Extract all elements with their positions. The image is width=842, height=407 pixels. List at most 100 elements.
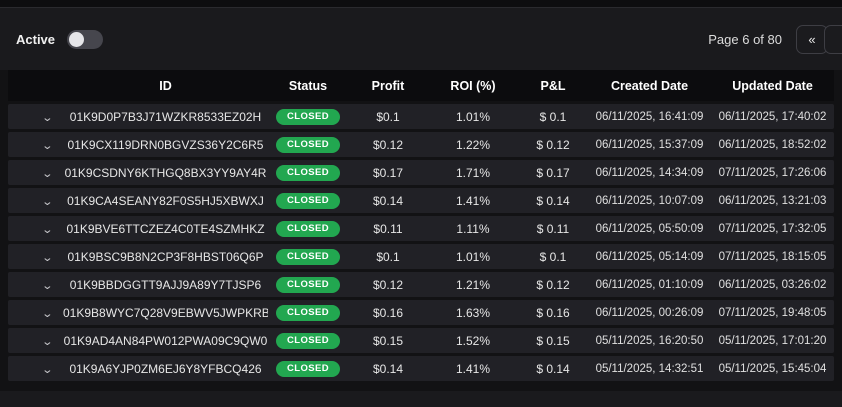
pagination-label: Page 6 of 80 [708, 31, 782, 47]
header-profit: Profit [371, 78, 405, 93]
status-badge: CLOSED [276, 221, 340, 237]
pnl-value: $ 0.11 [536, 221, 570, 236]
profit-value: $0.1 [376, 109, 400, 124]
trade-id: 01K9BBDGGTT9AJJ9A89Y7TJSP6 [69, 277, 262, 292]
updated-date: 05/11/2025, 15:45:04 [718, 362, 827, 375]
pnl-value: $ 0.12 [536, 277, 570, 292]
pnl-value: $ 0.15 [536, 333, 570, 348]
profit-value: $0.12 [372, 277, 404, 292]
created-date: 06/11/2025, 14:34:09 [595, 166, 704, 179]
active-filter: Active [16, 29, 104, 49]
created-date: 05/11/2025, 14:32:51 [595, 362, 704, 375]
active-toggle[interactable] [67, 29, 104, 49]
chevron-down-icon[interactable]: ⌄ [41, 279, 54, 292]
table-row: ⌄ 01K9BBDGGTT9AJJ9A89Y7TJSP6 CLOSED $0.1… [8, 272, 834, 297]
roi-value: 1.01% [455, 109, 491, 124]
created-date: 06/11/2025, 10:07:09 [595, 194, 704, 207]
table-row: ⌄ 01K9D0P7B3J71WZKR8533EZ02H CLOSED $0.1… [8, 104, 834, 129]
updated-date: 06/11/2025, 13:21:03 [718, 194, 827, 207]
updated-date: 06/11/2025, 03:26:02 [718, 278, 827, 291]
roi-value: 1.41% [455, 193, 491, 208]
pagination: Page 6 of 80 « [708, 24, 842, 54]
updated-date: 07/11/2025, 18:15:05 [718, 250, 827, 263]
top-border-strip [0, 0, 842, 8]
updated-date: 06/11/2025, 17:40:02 [718, 110, 827, 123]
status-badge: CLOSED [276, 109, 340, 125]
created-date: 06/11/2025, 16:41:09 [595, 110, 704, 123]
status-badge: CLOSED [276, 137, 340, 153]
chevron-down-icon[interactable]: ⌄ [41, 363, 54, 376]
table-row: ⌄ 01K9CSDNY6KTHGQ8BX3YY9AY4R CLOSED $0.1… [8, 160, 834, 185]
pnl-value: $ 0.1 [539, 109, 567, 124]
created-date: 06/11/2025, 01:10:09 [595, 278, 704, 291]
chevron-down-icon[interactable]: ⌄ [41, 335, 54, 348]
header-status: Status [288, 78, 328, 93]
table-row: ⌄ 01K9BVE6TTCZEZ4C0TE4SZMHKZ CLOSED $0.1… [8, 216, 834, 241]
pagination-buttons: « [796, 24, 842, 54]
trade-id: 01K9D0P7B3J71WZKR8533EZ02H [69, 109, 262, 124]
table-row: ⌄ 01K9CX119DRN0BGVZS36Y2C6R5 CLOSED $0.1… [8, 132, 834, 157]
table-body: ⌄ 01K9D0P7B3J71WZKR8533EZ02H CLOSED $0.1… [8, 104, 834, 381]
header-id: ID [159, 78, 172, 93]
chevron-down-icon[interactable]: ⌄ [41, 167, 54, 180]
pnl-value: $ 0.1 [539, 249, 567, 264]
prev-page-button[interactable] [824, 24, 842, 54]
roi-value: 1.52% [455, 333, 491, 348]
created-date: 06/11/2025, 15:37:09 [595, 138, 704, 151]
profit-value: $0.1 [376, 249, 400, 264]
status-badge: CLOSED [276, 277, 340, 293]
roi-value: 1.01% [455, 249, 491, 264]
profit-value: $0.17 [372, 165, 404, 180]
profit-value: $0.15 [372, 333, 404, 348]
chevron-down-icon[interactable]: ⌄ [41, 307, 54, 320]
chevron-down-icon[interactable]: ⌄ [41, 139, 54, 152]
profit-value: $0.14 [372, 193, 404, 208]
profit-value: $0.14 [372, 361, 404, 376]
chevron-down-icon[interactable]: ⌄ [41, 251, 54, 264]
header-created-date: Created Date [610, 78, 689, 93]
table-row: ⌄ 01K9CA4SEANY82F0S5HJ5XBWXJ CLOSED $0.1… [8, 188, 834, 213]
pnl-value: $ 0.12 [536, 137, 570, 152]
trade-id: 01K9BVE6TTCZEZ4C0TE4SZMHKZ [66, 221, 265, 236]
pnl-value: $ 0.14 [536, 193, 570, 208]
created-date: 06/11/2025, 05:14:09 [595, 250, 704, 263]
trade-id: 01K9A6YJP0ZM6EJ6Y8YFBCQ426 [69, 361, 262, 376]
trade-id: 01K9B8WYC7Q28V9EBWV5JWPKRB [63, 305, 268, 320]
roi-value: 1.63% [455, 305, 491, 320]
chevron-down-icon[interactable]: ⌄ [41, 111, 54, 124]
trade-id: 01K9CX119DRN0BGVZS36Y2C6R5 [67, 137, 264, 152]
active-filter-label: Active [16, 31, 56, 47]
profit-value: $0.12 [372, 137, 404, 152]
header-roi: ROI (%) [450, 78, 496, 93]
table-header-row: ID Status Profit ROI (%) P&L Created Dat… [8, 70, 834, 101]
updated-date: 05/11/2025, 17:01:20 [718, 334, 827, 347]
header-pnl: P&L [540, 78, 566, 93]
updated-date: 07/11/2025, 19:48:05 [718, 306, 827, 319]
created-date: 06/11/2025, 05:50:09 [595, 222, 704, 235]
chevron-down-icon[interactable]: ⌄ [41, 223, 54, 236]
roi-value: 1.22% [455, 137, 491, 152]
profit-value: $0.16 [372, 305, 404, 320]
status-badge: CLOSED [276, 249, 340, 265]
toolbar: Active Page 6 of 80 « [0, 8, 842, 70]
pnl-value: $ 0.14 [536, 361, 570, 376]
chevron-down-icon[interactable]: ⌄ [41, 195, 54, 208]
trade-id: 01K9AD4AN84PW012PWA09C9QW0 [63, 333, 268, 348]
trade-id: 01K9BSC9B8N2CP3F8HBST06Q6P [67, 249, 264, 264]
table-row: ⌄ 01K9A6YJP0ZM6EJ6Y8YFBCQ426 CLOSED $0.1… [8, 356, 834, 381]
roi-value: 1.41% [455, 361, 491, 376]
roi-value: 1.71% [455, 165, 491, 180]
table-row: ⌄ 01K9B8WYC7Q28V9EBWV5JWPKRB CLOSED $0.1… [8, 300, 834, 325]
created-date: 05/11/2025, 16:20:50 [595, 334, 704, 347]
trade-id: 01K9CSDNY6KTHGQ8BX3YY9AY4R [64, 165, 267, 180]
first-page-button[interactable]: « [796, 24, 828, 54]
updated-date: 07/11/2025, 17:32:05 [718, 222, 827, 235]
roi-value: 1.21% [455, 277, 491, 292]
pnl-value: $ 0.17 [536, 165, 570, 180]
updated-date: 06/11/2025, 18:52:02 [718, 138, 827, 151]
status-badge: CLOSED [276, 361, 340, 377]
trade-id: 01K9CA4SEANY82F0S5HJ5XBWXJ [67, 193, 264, 208]
created-date: 06/11/2025, 00:26:09 [595, 306, 704, 319]
double-chevron-left-icon: « [808, 31, 816, 47]
